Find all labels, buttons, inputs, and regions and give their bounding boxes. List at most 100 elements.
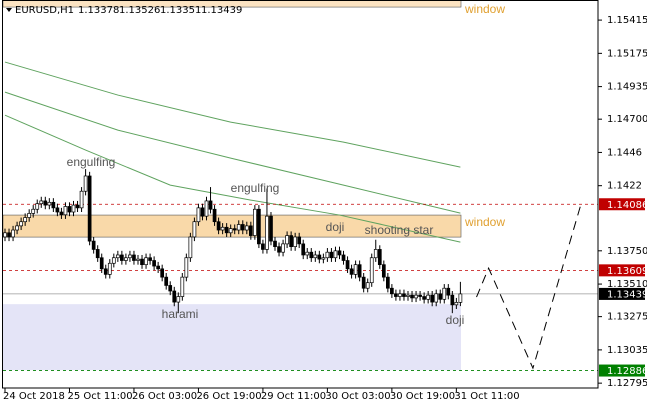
candle-body [390,287,394,295]
level-label: 1.14086 [607,200,647,211]
candle-body [454,302,459,306]
annotation: engulfing [67,155,116,169]
chart-title: EURUSD,H1 [15,5,74,16]
candle-body [31,208,36,214]
y-tick-label: 1.13035 [607,345,647,356]
candle-body [111,257,116,264]
candle-body [341,254,346,261]
annotation: engulfing [231,181,280,195]
candle-body [442,287,447,300]
annotation: window [464,215,505,229]
candle-body [333,250,338,259]
candle-body [386,276,390,289]
candle-body [204,200,209,217]
candle-body [95,249,100,259]
candle-body [132,254,136,261]
candle-body [136,258,140,261]
x-tick-label: 26 Oct 03:00 [132,391,197,402]
menu-icon [6,8,12,12]
candle-body [269,215,273,242]
candle-body [394,293,398,297]
candle-body [329,251,334,259]
candle-body [51,201,56,209]
candle-body [422,296,426,300]
candle-body [361,276,366,289]
level-label-box [599,264,645,277]
candle-body [140,258,144,266]
candle-body [192,221,197,238]
candle-body [446,287,451,296]
candle-body [224,226,229,234]
candle-body [91,240,96,250]
candle-body [430,294,435,303]
candle-body [19,221,23,227]
candle-body [353,264,358,275]
candle-body [309,251,314,259]
candle-body [120,254,124,261]
header-close: 1.13439 [201,5,242,16]
candle-body [196,207,201,223]
x-tick-label: 29 Oct 11:00 [261,391,326,402]
header-open: 1.13378 [78,5,119,16]
candle-body [55,207,60,213]
candle-body [321,257,326,260]
y-tick-label: 1.12795 [607,378,647,389]
candle-body [228,228,233,234]
candle-body [261,243,265,250]
candle-body [27,213,32,218]
candle-body [164,276,169,286]
candle-body [128,254,132,259]
candle-body [200,207,205,217]
x-tick-label: 30 Oct 19:00 [390,391,455,402]
candle-body [208,200,213,210]
candle-body [434,293,439,303]
candle-body [438,293,443,300]
y-tick-label: 1.13510 [607,279,647,290]
header-high: 1.13526 [119,5,160,16]
candle-body [458,293,463,303]
candle-body [59,211,64,216]
candle-body [144,257,148,266]
candle-body [257,208,261,245]
x-tick-label: 30 Oct 03:00 [325,391,390,402]
candle-body [273,240,277,248]
candle-body [426,294,430,300]
candle-body [63,206,68,216]
candle-body [216,221,221,231]
bid-label: 1.13439 [607,289,647,300]
candle-body [253,208,257,236]
candle-body [176,296,181,303]
y-tick-label: 1.13750 [607,246,647,257]
annotation: shooting star [365,223,434,237]
candle-body [11,229,15,238]
annotation: harami [162,307,199,321]
zone [3,1,462,8]
candle-body [67,206,72,213]
candle-body [277,246,281,253]
level-label: 1.12886 [607,366,647,377]
candle-body [124,257,128,261]
candle-body [43,200,48,206]
candle-body [297,236,302,245]
y-tick-label: 1.1422 [607,181,642,192]
candle-body [377,249,382,266]
candle-body [357,264,362,278]
candle-body [160,268,165,278]
candle-body [410,294,414,299]
candle-body [39,200,44,205]
x-tick-label: 24 Oct 2018 [3,391,65,402]
candle-body [35,203,40,210]
annotation: doji [326,220,345,234]
candle-body [289,235,293,248]
candle-body [402,293,406,297]
candle-body [293,236,298,248]
y-tick-label: 1.14700 [607,114,647,125]
candle-body [244,225,249,231]
candle-body [285,235,289,245]
candle-body [349,268,354,275]
candle-body [220,226,225,231]
x-tick-label: 25 Oct 11:00 [67,391,132,402]
candle-body [305,251,310,256]
zone [3,304,461,371]
